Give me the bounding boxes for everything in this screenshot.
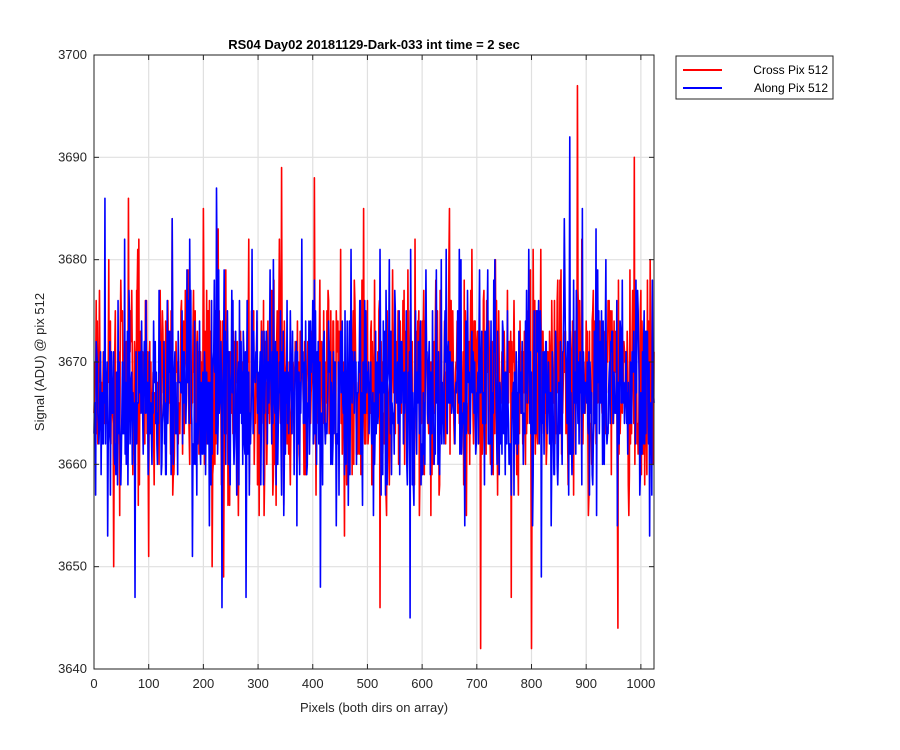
y-tick-label: 3650	[58, 559, 87, 574]
y-tick-label: 3640	[58, 661, 87, 676]
x-tick-label: 600	[411, 676, 433, 691]
x-tick-label: 1000	[626, 676, 655, 691]
legend: Cross Pix 512 Along Pix 512	[675, 55, 834, 100]
data-layer	[93, 84, 655, 650]
legend-label-along: Along Pix 512	[754, 81, 828, 95]
y-tick-label: 3660	[58, 456, 87, 471]
y-tick-label: 3700	[58, 47, 87, 62]
x-tick-label: 400	[302, 676, 324, 691]
x-axis-label: Pixels (both dirs on array)	[300, 700, 448, 715]
chart-title: RS04 Day02 20181129-Dark-033 int time = …	[228, 37, 520, 52]
x-tick-label: 700	[466, 676, 488, 691]
x-tick-label: 800	[521, 676, 543, 691]
x-tick-label: 500	[357, 676, 379, 691]
x-tick-label: 200	[193, 676, 215, 691]
x-tick-label: 0	[90, 676, 97, 691]
series-line-along-pix-512	[93, 136, 655, 619]
x-tick-label: 100	[138, 676, 160, 691]
y-tick-label: 3670	[58, 354, 87, 369]
legend-label-cross: Cross Pix 512	[753, 63, 828, 77]
legend-box	[675, 55, 834, 100]
y-tick-label: 3690	[58, 149, 87, 164]
y-tick-label: 3680	[58, 252, 87, 267]
x-tick-label: 900	[575, 676, 597, 691]
plot-area: 0 100 200 300 400 500 600 700 800 900 1000 3640 3650…	[58, 47, 655, 691]
y-axis-label: Signal (ADU) @ pix 512	[32, 293, 47, 431]
x-tick-label: 300	[247, 676, 269, 691]
axis-ticks: 0 100 200 300 400 500 600 700 800 900 1000 3640 3650…	[58, 47, 655, 691]
